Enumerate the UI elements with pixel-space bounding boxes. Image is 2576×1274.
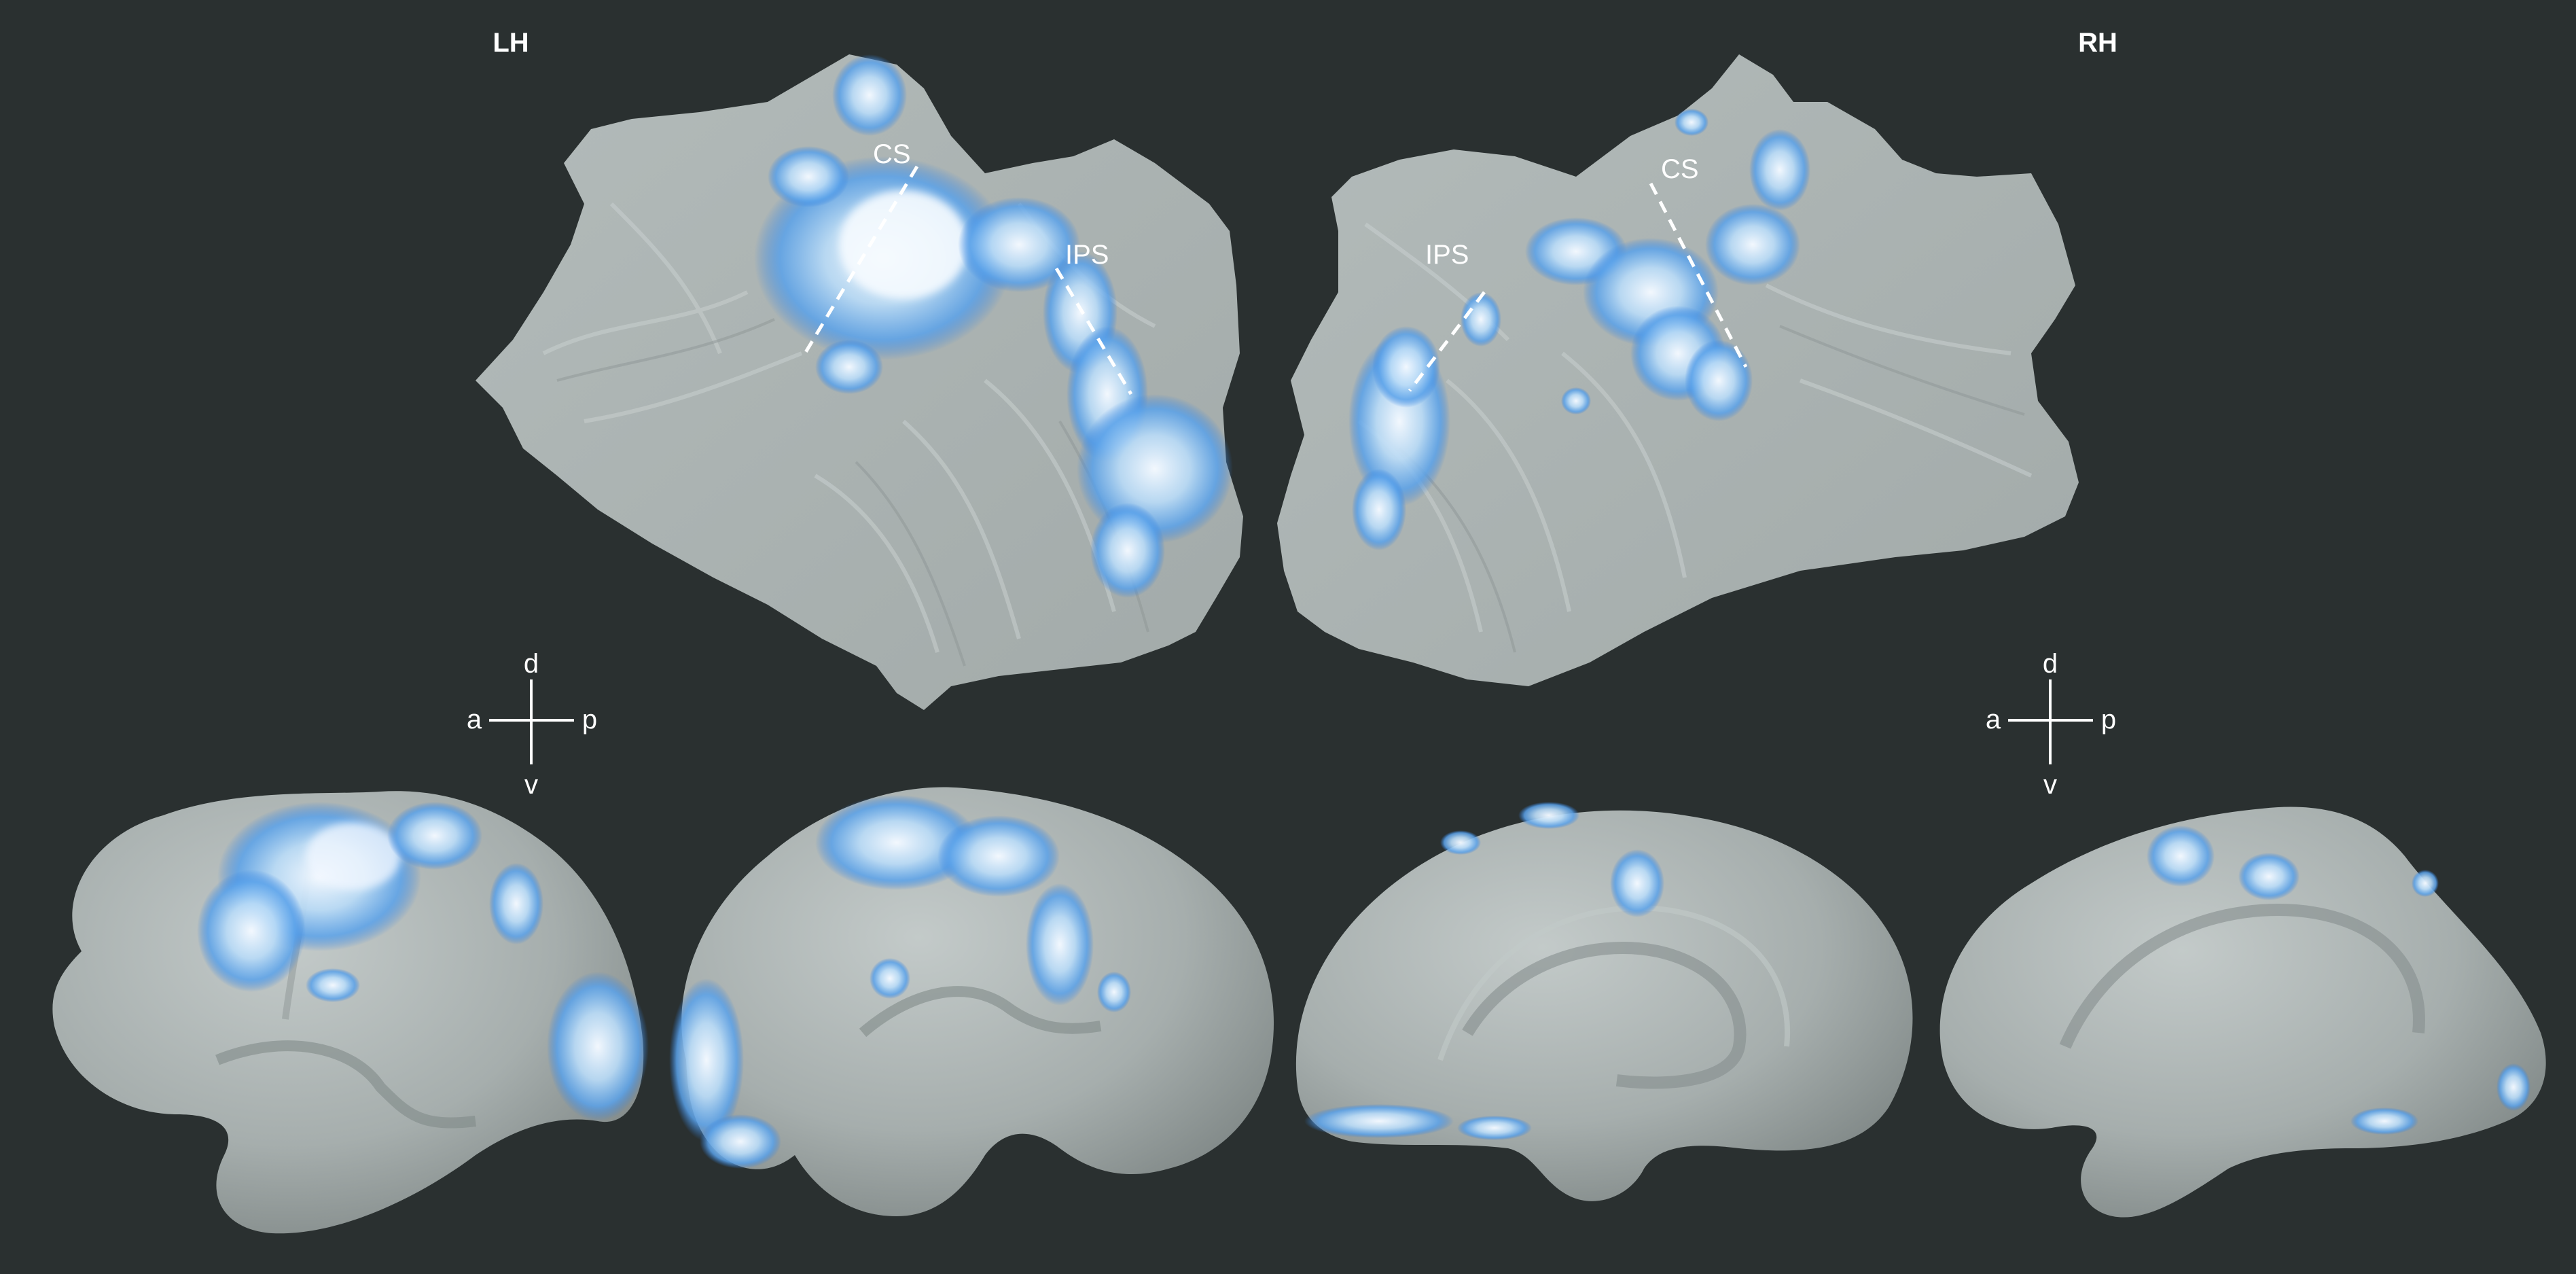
hemisphere-label-right: RH [2078,28,2117,58]
right-cs-marker [1649,182,1748,368]
orientation-dorsal-label: d [524,649,539,679]
left-cs-label: CS [873,139,911,169]
orientation-anterior-label: a [467,705,482,735]
left-lateral-inflated-brain [52,791,649,1234]
left-flatmap: CS IPS [476,54,1243,710]
orientation-ventral-label: v [524,770,538,800]
left-cs-marker [803,165,919,355]
right-ips-label: IPS [1425,240,1469,270]
orientation-ventral-label: v [2043,770,2057,800]
right-medial-inflated-brain [1295,802,1913,1201]
left-flatmap-activation [754,54,1233,598]
orientation-key-left: d v a p [467,649,597,800]
orientation-anterior-label: a [1986,705,2001,735]
hemisphere-label-left: LH [493,28,529,58]
inflated-brain-medial-icon [1295,810,1913,1201]
inflated-brain-medial-icon [681,787,1274,1216]
right-cs-label: CS [1661,154,1699,184]
left-medial-inflated-brain [669,787,1274,1216]
right-lateral-inflated-brain [1939,807,2546,1218]
right-flatmap: IPS CS [1277,54,2079,686]
right-ips-marker [1408,291,1486,392]
left-ips-label: IPS [1065,240,1109,270]
orientation-posterior-label: p [2101,705,2116,735]
left-ips-marker [1054,267,1133,395]
orientation-posterior-label: p [582,705,597,735]
right-flatmap-activation [1348,109,1810,550]
orientation-dorsal-label: d [2043,649,2058,679]
orientation-key-right: d v a p [1986,649,2116,800]
